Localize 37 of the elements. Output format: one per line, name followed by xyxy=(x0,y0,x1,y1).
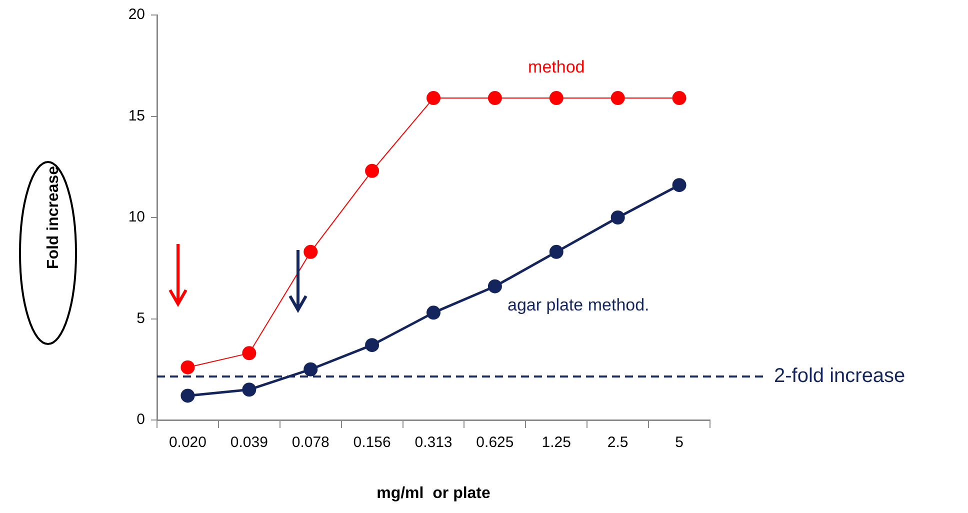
y-tick-label: 10 xyxy=(128,208,145,226)
point xyxy=(549,244,564,259)
series-label: method xyxy=(528,58,585,77)
x-tick-label: 0.156 xyxy=(353,434,391,452)
point xyxy=(610,91,625,106)
y-tick-label: 15 xyxy=(128,107,145,124)
point xyxy=(365,164,380,178)
point xyxy=(549,91,564,106)
x-tick-label: 0.078 xyxy=(292,434,330,452)
x-tick-label: 2.5 xyxy=(607,434,628,452)
y-tick-label: 0 xyxy=(136,411,145,428)
x-tick-label: 0.313 xyxy=(414,434,452,452)
y-axis-title: Fold increase xyxy=(45,166,62,270)
point xyxy=(426,91,440,106)
x-tick-label: 5 xyxy=(675,434,684,452)
x-tick-label: 0.039 xyxy=(230,434,268,452)
point xyxy=(488,91,502,106)
point xyxy=(180,388,195,403)
y-tick-label: 20 xyxy=(128,6,145,24)
point xyxy=(426,306,440,320)
point xyxy=(304,244,318,259)
series-label: agar plate method. xyxy=(508,296,650,315)
x-tick-label: 0.625 xyxy=(476,434,514,452)
point xyxy=(242,382,256,397)
point xyxy=(304,362,318,376)
point xyxy=(672,91,686,106)
point xyxy=(365,338,380,352)
x-tick-label: 0.020 xyxy=(168,434,206,452)
point xyxy=(672,178,686,192)
y-tick-label: 5 xyxy=(136,310,145,327)
x-tick-label: 1.25 xyxy=(542,434,571,452)
point xyxy=(610,210,625,224)
point xyxy=(488,279,502,294)
x-axis-title: mg/ml or plate xyxy=(376,484,490,502)
point xyxy=(180,360,195,374)
ref-line-label: 2-fold increase xyxy=(774,364,906,387)
point xyxy=(242,346,256,360)
